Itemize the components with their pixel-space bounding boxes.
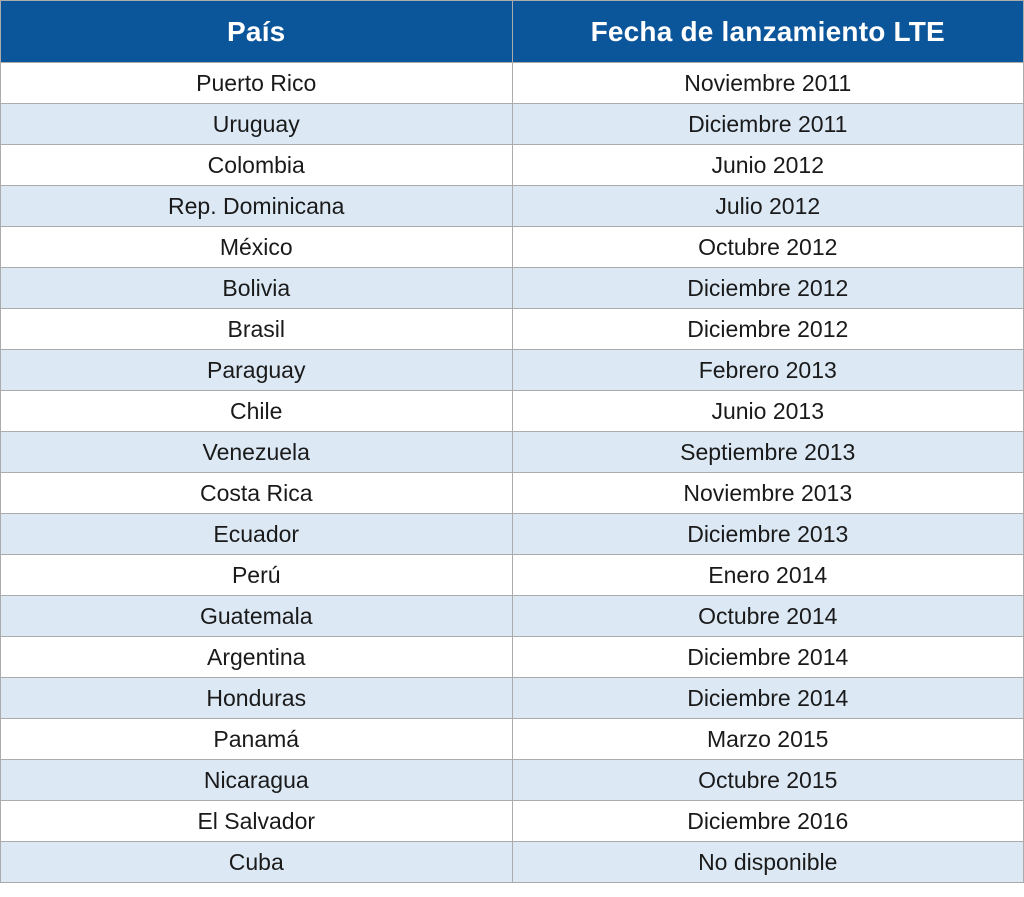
country-cell: Perú xyxy=(0,554,513,596)
launch-date-cell: Marzo 2015 xyxy=(511,718,1024,760)
country-cell: El Salvador xyxy=(0,800,513,842)
table-row: Paraguay Febrero 2013 xyxy=(0,349,1024,391)
launch-date-cell: Diciembre 2011 xyxy=(511,103,1024,145)
country-cell: Nicaragua xyxy=(0,759,513,801)
launch-date-cell: Diciembre 2012 xyxy=(511,267,1024,309)
launch-date-cell: Septiembre 2013 xyxy=(511,431,1024,473)
launch-date-cell: Junio 2012 xyxy=(511,144,1024,186)
table-row: Brasil Diciembre 2012 xyxy=(0,308,1024,350)
launch-date-cell: Octubre 2015 xyxy=(511,759,1024,801)
launch-date-cell: Octubre 2014 xyxy=(511,595,1024,637)
launch-date-cell: Noviembre 2011 xyxy=(511,62,1024,104)
launch-date-cell: Diciembre 2012 xyxy=(511,308,1024,350)
launch-date-cell: Diciembre 2016 xyxy=(511,800,1024,842)
country-cell: Paraguay xyxy=(0,349,513,391)
country-cell: Puerto Rico xyxy=(0,62,513,104)
launch-date-cell: Julio 2012 xyxy=(511,185,1024,227)
country-cell: Chile xyxy=(0,390,513,432)
table-row: Venezuela Septiembre 2013 xyxy=(0,431,1024,473)
table-row: Uruguay Diciembre 2011 xyxy=(0,103,1024,145)
launch-date-cell: No disponible xyxy=(511,841,1024,883)
country-cell: Cuba xyxy=(0,841,513,883)
launch-date-cell: Noviembre 2013 xyxy=(511,472,1024,514)
country-cell: México xyxy=(0,226,513,268)
country-cell: Venezuela xyxy=(0,431,513,473)
country-cell: Bolivia xyxy=(0,267,513,309)
country-cell: Costa Rica xyxy=(0,472,513,514)
table-row: Colombia Junio 2012 xyxy=(0,144,1024,186)
table-row: Argentina Diciembre 2014 xyxy=(0,636,1024,678)
table-row: Cuba No disponible xyxy=(0,841,1024,883)
country-cell: Panamá xyxy=(0,718,513,760)
country-cell: Colombia xyxy=(0,144,513,186)
column-header-fecha-lanzamiento: Fecha de lanzamiento LTE xyxy=(511,0,1024,63)
table-row: Costa Rica Noviembre 2013 xyxy=(0,472,1024,514)
table-row: Guatemala Octubre 2014 xyxy=(0,595,1024,637)
country-cell: Guatemala xyxy=(0,595,513,637)
table-row: El Salvador Diciembre 2016 xyxy=(0,800,1024,842)
country-cell: Argentina xyxy=(0,636,513,678)
table-row: Nicaragua Octubre 2015 xyxy=(0,759,1024,801)
country-cell: Ecuador xyxy=(0,513,513,555)
table-row: México Octubre 2012 xyxy=(0,226,1024,268)
table-row: Rep. Dominicana Julio 2012 xyxy=(0,185,1024,227)
launch-date-cell: Junio 2013 xyxy=(511,390,1024,432)
launch-date-cell: Diciembre 2014 xyxy=(511,677,1024,719)
launch-date-cell: Enero 2014 xyxy=(511,554,1024,596)
country-cell: Uruguay xyxy=(0,103,513,145)
table-row: Chile Junio 2013 xyxy=(0,390,1024,432)
header-row: País Fecha de lanzamiento LTE xyxy=(0,0,1024,63)
table-row: Bolivia Diciembre 2012 xyxy=(0,267,1024,309)
launch-date-cell: Diciembre 2013 xyxy=(511,513,1024,555)
launch-date-cell: Diciembre 2014 xyxy=(511,636,1024,678)
table-row: Panamá Marzo 2015 xyxy=(0,718,1024,760)
launch-date-cell: Octubre 2012 xyxy=(511,226,1024,268)
table-row: Honduras Diciembre 2014 xyxy=(0,677,1024,719)
country-cell: Brasil xyxy=(0,308,513,350)
table-row: Puerto Rico Noviembre 2011 xyxy=(0,62,1024,104)
country-cell: Rep. Dominicana xyxy=(0,185,513,227)
table-row: Perú Enero 2014 xyxy=(0,554,1024,596)
column-header-pais: País xyxy=(0,0,513,63)
launch-date-cell: Febrero 2013 xyxy=(511,349,1024,391)
table-row: Ecuador Diciembre 2013 xyxy=(0,513,1024,555)
country-cell: Honduras xyxy=(0,677,513,719)
